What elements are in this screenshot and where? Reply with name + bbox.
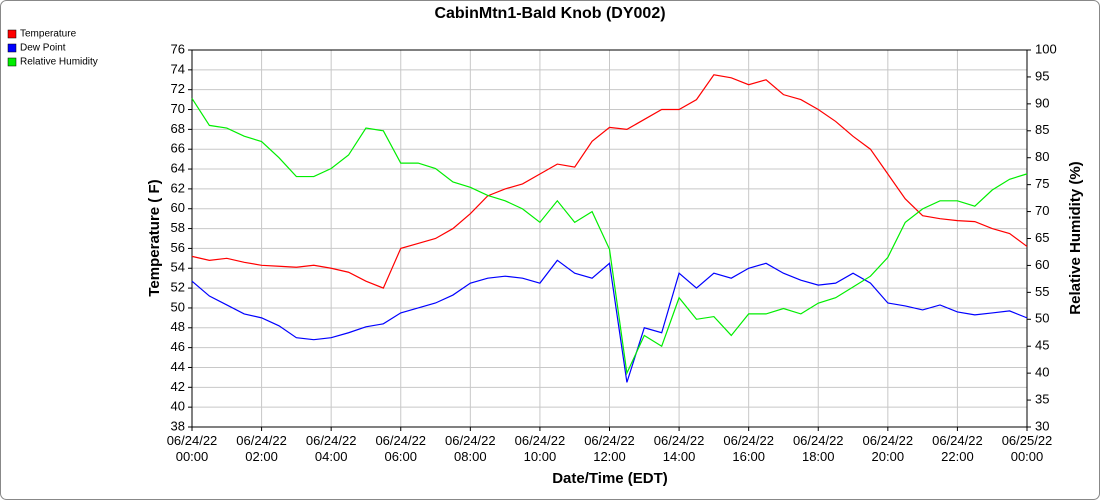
x-tick-label: 06/24/22 22:00 bbox=[932, 433, 983, 464]
y-tick-label: 68 bbox=[171, 121, 185, 136]
y2-tick-label: 75 bbox=[1035, 176, 1049, 191]
y-tick-label: 42 bbox=[171, 379, 185, 394]
y2-tick-label: 70 bbox=[1035, 203, 1049, 218]
x-tick-label: 06/24/22 10:00 bbox=[515, 433, 566, 464]
x-tick-label: 06/24/22 16:00 bbox=[723, 433, 774, 464]
x-tick-label: 06/24/22 14:00 bbox=[654, 433, 705, 464]
y-tick-label: 74 bbox=[171, 61, 185, 76]
y-tick-label: 66 bbox=[171, 141, 185, 156]
series-line bbox=[191, 98, 1028, 376]
y-tick-label: 58 bbox=[171, 220, 185, 235]
y-axis-label: Temperature ( F) bbox=[146, 179, 163, 296]
legend-swatch bbox=[7, 57, 17, 67]
series-line bbox=[191, 259, 1028, 383]
y-tick-label: 64 bbox=[171, 160, 185, 175]
legend-label: Dew Point bbox=[20, 43, 66, 54]
y2-axis-label: Relative Humidity (%) bbox=[1067, 161, 1084, 314]
legend-label: Temperature bbox=[20, 29, 77, 40]
y2-tick-label: 30 bbox=[1035, 418, 1049, 433]
y-tick-label: 76 bbox=[171, 41, 185, 56]
x-tick-label: 06/24/22 08:00 bbox=[445, 433, 496, 464]
y2-tick-label: 85 bbox=[1035, 122, 1049, 137]
y2-tick-label: 40 bbox=[1035, 365, 1049, 380]
x-tick-label: 06/25/22 00:00 bbox=[1002, 433, 1053, 464]
y2-tick-label: 90 bbox=[1035, 95, 1049, 110]
y-tick-label: 44 bbox=[171, 359, 185, 374]
y-tick-label: 40 bbox=[171, 399, 185, 414]
y2-tick-label: 60 bbox=[1035, 257, 1049, 272]
x-tick-label: 06/24/22 12:00 bbox=[584, 433, 635, 464]
x-tick-label: 06/24/22 06:00 bbox=[375, 433, 426, 464]
y2-tick-label: 35 bbox=[1035, 392, 1049, 407]
y-tick-label: 70 bbox=[171, 101, 185, 116]
x-tick-label: 06/24/22 02:00 bbox=[236, 433, 287, 464]
y-tick-label: 56 bbox=[171, 240, 185, 255]
legend-swatch bbox=[7, 29, 17, 39]
x-axis-label: Date/Time (EDT) bbox=[552, 470, 668, 487]
x-tick-label: 06/24/22 04:00 bbox=[306, 433, 357, 464]
y-tick-label: 62 bbox=[171, 180, 185, 195]
series-line bbox=[191, 74, 1028, 289]
y-tick-label: 60 bbox=[171, 200, 185, 215]
y-tick-label: 54 bbox=[171, 260, 185, 275]
x-tick-label: 06/24/22 00:00 bbox=[167, 433, 218, 464]
y2-tick-label: 50 bbox=[1035, 311, 1049, 326]
y2-tick-label: 65 bbox=[1035, 230, 1049, 245]
x-tick-label: 06/24/22 18:00 bbox=[793, 433, 844, 464]
y-tick-label: 46 bbox=[171, 339, 185, 354]
y2-tick-label: 45 bbox=[1035, 338, 1049, 353]
y-tick-label: 48 bbox=[171, 319, 185, 334]
plot-border bbox=[191, 49, 1028, 428]
legend-swatch bbox=[7, 43, 17, 53]
y2-tick-label: 55 bbox=[1035, 284, 1049, 299]
legend-label: Relative Humidity bbox=[20, 57, 98, 68]
y-tick-label: 72 bbox=[171, 81, 185, 96]
y-tick-label: 38 bbox=[171, 418, 185, 433]
y-tick-label: 52 bbox=[171, 280, 185, 295]
y2-tick-label: 95 bbox=[1035, 68, 1049, 83]
y2-tick-label: 100 bbox=[1035, 41, 1057, 56]
y-tick-label: 50 bbox=[171, 299, 185, 314]
y2-tick-label: 80 bbox=[1035, 149, 1049, 164]
x-tick-label: 06/24/22 20:00 bbox=[863, 433, 914, 464]
chart-title: CabinMtn1-Bald Knob (DY002) bbox=[434, 5, 665, 22]
